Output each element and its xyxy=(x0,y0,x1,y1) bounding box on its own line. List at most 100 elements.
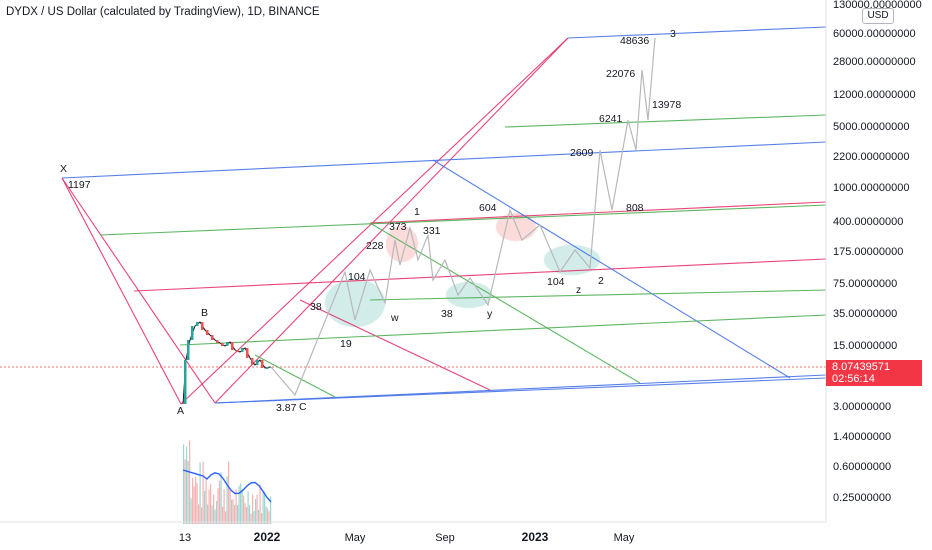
wave-label: 331 xyxy=(423,225,441,237)
price-tick-label: 1000.00000000 xyxy=(833,182,909,194)
volume-bar xyxy=(198,504,200,524)
volume-bar xyxy=(196,483,198,524)
price-tick-label: 15.00000000 xyxy=(833,340,897,352)
volume-bar xyxy=(205,477,207,524)
volume-bar xyxy=(235,489,237,524)
wave-label: 2609 xyxy=(570,147,594,159)
volume-bar xyxy=(226,476,228,524)
volume-bar xyxy=(228,461,230,524)
wave-label: 1197 xyxy=(68,179,91,191)
wave-label: 19 xyxy=(340,338,352,350)
channel-line xyxy=(432,159,791,379)
volume-bar xyxy=(256,494,258,524)
price-tick-label: 75.00000000 xyxy=(833,278,897,290)
volume-bar xyxy=(210,483,212,524)
pitchfork-line xyxy=(180,37,569,405)
time-tick-label: 13 xyxy=(179,532,191,544)
volume-ma-line xyxy=(182,469,272,503)
price-axis[interactable]: 130000.00000000 60000.00000000 28000.00000… xyxy=(825,0,922,522)
price-tick-label: 3.00000000 xyxy=(833,401,891,413)
volume-bar xyxy=(183,444,185,524)
wave-label: 3 xyxy=(670,28,676,40)
wave-label: y xyxy=(487,308,493,320)
wave-label: A xyxy=(177,405,184,417)
price-tick-label: 0.60000000 xyxy=(833,461,891,473)
volume-bar xyxy=(243,495,245,524)
channel-line xyxy=(61,141,827,179)
volume-bar xyxy=(201,507,203,524)
channel-line xyxy=(214,377,827,404)
currency-selector[interactable]: USD xyxy=(862,8,894,24)
volume-bar xyxy=(264,492,266,524)
price-tick-label: 28000.00000000 xyxy=(833,56,916,68)
volume-bar xyxy=(190,498,192,524)
volume-bar xyxy=(268,511,270,524)
volume-bar xyxy=(199,462,201,524)
volume-bar xyxy=(187,460,189,524)
price-candle xyxy=(196,322,199,326)
time-axis[interactable]: 13 2022 May Sep 2023 May xyxy=(0,521,826,544)
price-candle xyxy=(184,360,187,404)
volume-bar xyxy=(237,505,239,524)
price-candle xyxy=(261,360,264,368)
pitchfork-line xyxy=(299,299,491,391)
volume-bar xyxy=(213,494,215,524)
volume-bar xyxy=(220,472,222,524)
volume-bar xyxy=(231,499,233,524)
volume-bar xyxy=(193,486,195,524)
wave-label: 38 xyxy=(441,308,453,320)
pitchfork-line xyxy=(61,177,182,405)
volume-bar xyxy=(262,490,264,524)
volume-bar xyxy=(219,480,221,524)
volume-bar xyxy=(244,503,246,524)
wave-label: X xyxy=(60,163,67,175)
currency-selector-arrow[interactable] xyxy=(864,0,892,6)
fib-line xyxy=(369,222,641,384)
volume-bars xyxy=(182,440,272,524)
wave-label: 808 xyxy=(626,202,644,214)
time-tick-label: Sep xyxy=(435,532,455,544)
volume-bar xyxy=(186,446,188,524)
volume-bar xyxy=(265,506,267,524)
wave-label: 3.87 xyxy=(276,402,297,414)
wave-label: z xyxy=(576,284,581,296)
price-tick-label: 2200.00000000 xyxy=(833,151,909,163)
price-candle xyxy=(231,342,234,350)
price-candle xyxy=(191,326,194,340)
volume-bar xyxy=(202,461,204,524)
price-candle xyxy=(216,340,219,343)
volume-bar xyxy=(258,509,260,524)
wave-label: 604 xyxy=(479,202,497,214)
volume-bar xyxy=(249,505,251,524)
volume-bar xyxy=(270,496,272,524)
wave-label: 48636 xyxy=(620,35,649,47)
chart-title: DYDX / US Dollar (calculated by TradingV… xyxy=(6,6,320,18)
volume-bar xyxy=(214,509,216,524)
volume-bar xyxy=(261,513,263,524)
volume-bar xyxy=(204,490,206,524)
volume-bar xyxy=(192,477,194,524)
price-series xyxy=(182,37,656,405)
volume-bar xyxy=(255,498,257,524)
price-candle xyxy=(187,340,190,360)
price-tick-label: 1.40000000 xyxy=(833,431,891,443)
volume-bar xyxy=(217,488,219,524)
price-tick-label: 0.25000000 xyxy=(833,492,891,504)
volume-bar xyxy=(211,505,213,524)
time-tick-label: May xyxy=(345,532,366,544)
price-tick-label: 175.00000000 xyxy=(833,246,903,258)
volume-bar xyxy=(232,499,234,524)
wave-label: C xyxy=(299,401,307,413)
price-candle xyxy=(221,343,224,346)
price-candle xyxy=(251,358,254,365)
price-candle xyxy=(246,348,249,358)
fib-line xyxy=(504,114,827,128)
wave-label: 2 xyxy=(598,275,604,287)
wave-ellipse-red xyxy=(495,212,537,242)
time-tick-label: 2023 xyxy=(522,530,549,544)
price-tick-label: 5000.00000000 xyxy=(833,121,909,133)
volume-bar xyxy=(250,513,252,524)
fib-line xyxy=(99,204,827,236)
